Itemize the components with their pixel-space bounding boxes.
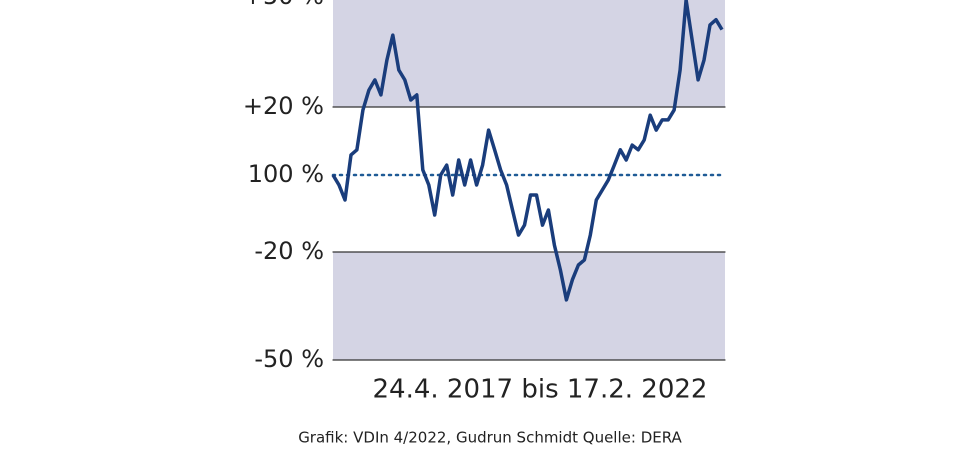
x-axis-label: 24.4. 2017 bis 17.2. 2022 xyxy=(373,375,708,405)
band xyxy=(333,252,725,360)
line xyxy=(331,0,724,302)
band xyxy=(333,0,725,107)
y-tick-label: -50 % xyxy=(254,345,324,373)
y-tick-label: -20 % xyxy=(254,237,324,265)
plot-area xyxy=(331,0,727,361)
y-tick-label: +50 % xyxy=(243,0,324,10)
y-tick-label: +20 % xyxy=(243,92,324,120)
source: Grafik: VDIn 4/2022, Gudrun Schmidt Quel… xyxy=(298,429,682,447)
y-tick-label: 100 % xyxy=(248,160,324,188)
